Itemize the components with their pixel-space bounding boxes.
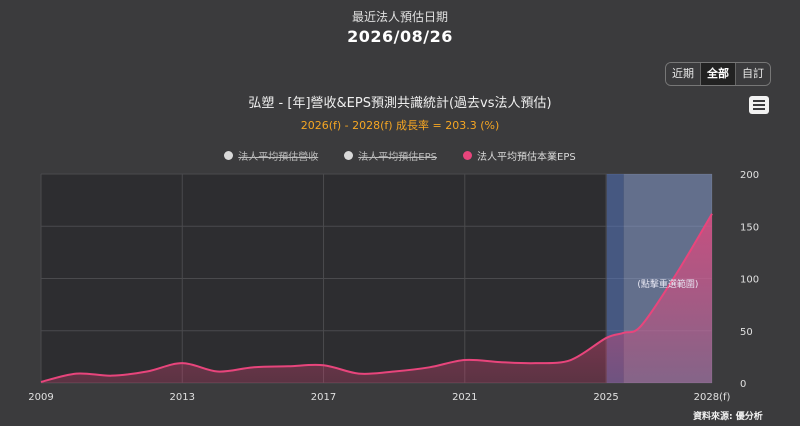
legend-dot: [463, 151, 472, 160]
y-tick-label: 200: [740, 170, 759, 181]
selection-hint-label: (點擊重選範圍): [637, 278, 698, 290]
x-tick-label: 2009: [28, 392, 53, 403]
y-tick-label: 150: [740, 222, 759, 233]
range-all-button[interactable]: 全部: [701, 63, 736, 85]
legend-item-eps[interactable]: 法人平均預估EPS: [344, 148, 437, 163]
data-source: 資料來源: 優分析: [693, 412, 763, 422]
latest-estimate-date-label: 最近法人預估日期: [351, 10, 448, 24]
legend-item-revenue[interactable]: 法人平均預估營收: [224, 148, 318, 163]
range-recent-button[interactable]: 近期: [666, 63, 701, 85]
selection-handle: [606, 174, 624, 383]
legend-item-core-eps[interactable]: 法人平均預估本業EPS: [463, 148, 576, 163]
legend-label: 法人平均預估本業EPS: [477, 152, 576, 163]
x-tick-label: 2017: [311, 392, 336, 403]
legend-dot: [344, 151, 354, 160]
legend-label: 法人平均預估EPS: [358, 152, 437, 163]
y-tick-label: 0: [740, 379, 746, 390]
chart-subtitle: 2026(f) - 2028(f) 成長率 = 203.3 (%): [300, 119, 500, 132]
x-tick-label: 2013: [170, 392, 195, 403]
legend-dot: [224, 151, 234, 160]
latest-estimate-date: 2026/08/26: [347, 27, 453, 46]
chart-title: 弘塑 - [年]營收&EPS預測共識統計(過去vs法人預估): [248, 96, 552, 111]
x-tick-label: 2021: [452, 392, 477, 403]
range-selector: 近期 全部 自訂: [665, 62, 771, 86]
hamburger-menu-icon[interactable]: [749, 96, 769, 114]
series-line-core-eps: [40, 213, 713, 383]
range-custom-button[interactable]: 自訂: [736, 63, 770, 85]
x-tick-label: 2025: [593, 392, 618, 403]
x-tick-label: 2028(f): [694, 392, 731, 403]
chart-legend: 法人平均預估營收 法人平均預估EPS 法人平均預估本業EPS: [0, 148, 800, 163]
legend-label: 法人平均預估營收: [238, 152, 319, 163]
y-tick-label: 50: [740, 327, 753, 338]
series-area-core-eps: [41, 213, 712, 383]
y-tick-label: 100: [740, 275, 759, 286]
